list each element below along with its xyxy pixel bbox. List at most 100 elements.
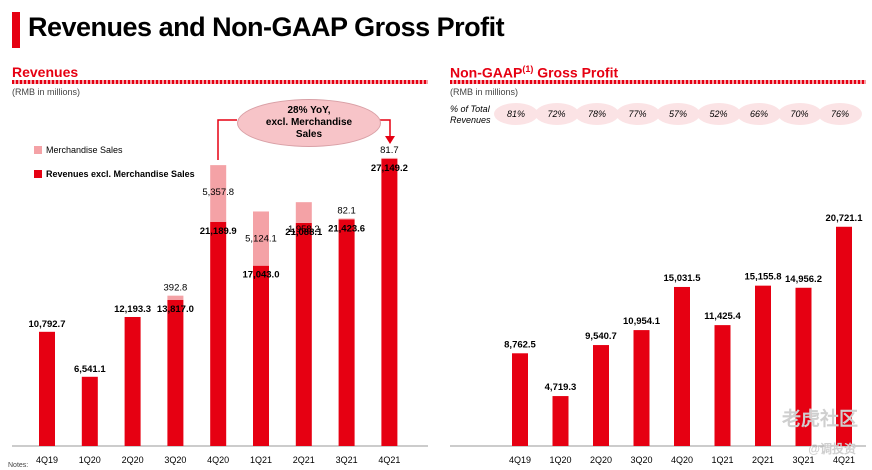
gross-profit-bar <box>593 345 609 446</box>
gross-profit-heading-footnote: (1) <box>522 64 534 74</box>
margin-pill: 66% <box>737 103 781 125</box>
revenue-excl-value-label: 21,189.9 <box>200 226 237 237</box>
merch-sales-value-label: 392.8 <box>164 283 188 294</box>
merch-sales-value-label: 1,958.2 <box>288 224 320 235</box>
gross-profit-value-label: 4,719.3 <box>545 382 577 393</box>
gross-profit-x-tick: 3Q20 <box>630 455 652 465</box>
watermark: 老虎社区 <box>781 409 858 430</box>
gross-profit-bar <box>633 330 650 446</box>
merch-sales-value-label: 82.1 <box>337 205 356 216</box>
gross-profit-x-tick: 3Q21 <box>792 455 814 465</box>
revenue-excl-bar <box>295 222 312 446</box>
callout-arrow-left <box>217 119 237 160</box>
gross-profit-value-label: 9,540.7 <box>585 331 617 342</box>
revenues-x-tick: 1Q20 <box>79 455 101 465</box>
revenue-excl-value-label: 12,193.3 <box>114 304 151 315</box>
revenue-excl-value-label: 27,149.2 <box>371 163 408 174</box>
revenues-x-tick: 1Q21 <box>250 455 272 465</box>
revenue-excl-bar <box>253 265 269 446</box>
watermark-handle: @调投资 <box>808 442 856 456</box>
revenue-excl-value-label: 21,088.1 <box>285 227 323 238</box>
gross-profit-bar <box>674 286 690 446</box>
gross-profit-heading-rule <box>450 80 866 84</box>
margin-pill: 77% <box>615 103 660 125</box>
revenue-excl-bar <box>39 331 55 446</box>
gross-profit-x-tick: 4Q20 <box>671 455 693 465</box>
revenue-excl-value-label: 21,423.6 <box>328 223 365 234</box>
gross-profit-value-label: 15,031.5 <box>664 273 702 284</box>
revenue-excl-value-label: 10,792.7 <box>29 319 66 330</box>
gross-profit-x-tick: 4Q19 <box>509 455 531 465</box>
callout-arrowhead <box>385 136 395 144</box>
revenues-unit-note: (RMB in millions) <box>12 87 81 97</box>
callout-arrow-right <box>379 119 391 138</box>
margin-pill: 70% <box>777 103 822 125</box>
gross-profit-x-tick: 1Q21 <box>711 455 733 465</box>
gross-profit-bar <box>512 353 528 446</box>
margin-label: % of Total Revenues <box>450 104 491 126</box>
gross-profit-bar <box>795 287 812 446</box>
revenue-excl-bar <box>338 219 355 446</box>
legend-excl-swatch <box>34 170 42 178</box>
revenue-excl-value-label: 13,817.0 <box>157 304 194 315</box>
revenues-heading: Revenues <box>12 64 79 80</box>
margin-pill: 52% <box>696 103 741 125</box>
revenue-excl-value-label: 17,043.0 <box>243 270 280 281</box>
merch-sales-bar <box>295 202 312 223</box>
merch-sales-value-label: 5,124.1 <box>245 233 277 244</box>
revenues-x-tick: 4Q20 <box>207 455 229 465</box>
legend-merch-swatch <box>34 146 42 154</box>
gross-profit-value-label: 20,721.1 <box>826 213 864 224</box>
revenue-excl-bar <box>124 316 141 446</box>
legend-excl-label: Revenues excl. Merchandise Sales <box>46 169 195 179</box>
revenue-excl-bar <box>81 376 98 446</box>
merch-sales-value-label: 5,357.8 <box>202 187 234 198</box>
gross-profit-value-label: 14,956.2 <box>785 274 822 285</box>
legend-merch-label: Merchandise Sales <box>46 145 123 155</box>
revenue-excl-bar <box>210 221 227 446</box>
legend-excl: Revenues excl. Merchandise Sales <box>34 169 195 179</box>
revenues-x-tick: 3Q20 <box>164 455 186 465</box>
revenue-excl-bar <box>167 299 184 446</box>
gross-profit-value-label: 11,425.4 <box>704 311 741 322</box>
gross-profit-bar <box>755 285 771 446</box>
gross-profit-heading: Non-GAAP(1) Gross Profit <box>450 64 618 81</box>
merch-sales-bar <box>167 295 184 300</box>
legend-merch: Merchandise Sales <box>34 145 123 155</box>
gross-profit-bar <box>714 325 731 446</box>
title-accent-bar <box>12 12 20 48</box>
revenues-x-tick: 4Q19 <box>36 455 58 465</box>
gross-profit-bar <box>552 396 569 446</box>
revenues-x-tick: 2Q20 <box>122 455 144 465</box>
yoy-callout-line-1: 28% YoY, <box>287 105 331 116</box>
gross-profit-x-tick: 4Q21 <box>833 455 855 465</box>
margin-label-line-1: % of Total <box>450 104 490 114</box>
revenues-x-tick: 4Q21 <box>378 455 400 465</box>
margin-pill: 81% <box>494 103 538 125</box>
yoy-callout: 28% YoY, excl. Merchandise Sales <box>237 99 381 147</box>
revenues-x-tick: 3Q21 <box>336 455 358 465</box>
gross-profit-value-label: 15,155.8 <box>745 272 782 283</box>
yoy-callout-line-2: excl. Merchandise <box>265 117 353 128</box>
merch-sales-bar <box>253 211 269 266</box>
margin-pill: 72% <box>534 103 579 125</box>
gross-profit-heading-text: Non-GAAP <box>450 64 523 81</box>
merch-sales-bar <box>210 165 227 222</box>
gross-profit-value-label: 8,762.5 <box>504 339 536 350</box>
gross-profit-heading-rest: Gross Profit <box>533 64 619 81</box>
gross-profit-x-tick: 2Q21 <box>752 455 774 465</box>
gross-profit-value-label: 10,954.1 <box>623 316 661 327</box>
gross-profit-unit-note: (RMB in millions) <box>450 87 519 97</box>
notes-label: Notes: <box>8 462 29 469</box>
margin-pill: 76% <box>818 103 862 125</box>
margin-pill: 57% <box>656 103 700 125</box>
revenue-excl-value-label: 6,541.1 <box>74 364 106 375</box>
yoy-callout-line-3: Sales <box>295 129 323 140</box>
gross-profit-bar <box>836 226 852 446</box>
page-title: Revenues and Non-GAAP Gross Profit <box>28 12 505 42</box>
gross-profit-x-tick: 1Q20 <box>549 455 571 465</box>
merch-sales-bar <box>381 157 398 159</box>
gross-profit-x-tick: 2Q20 <box>590 455 612 465</box>
margin-pill: 78% <box>575 103 619 125</box>
